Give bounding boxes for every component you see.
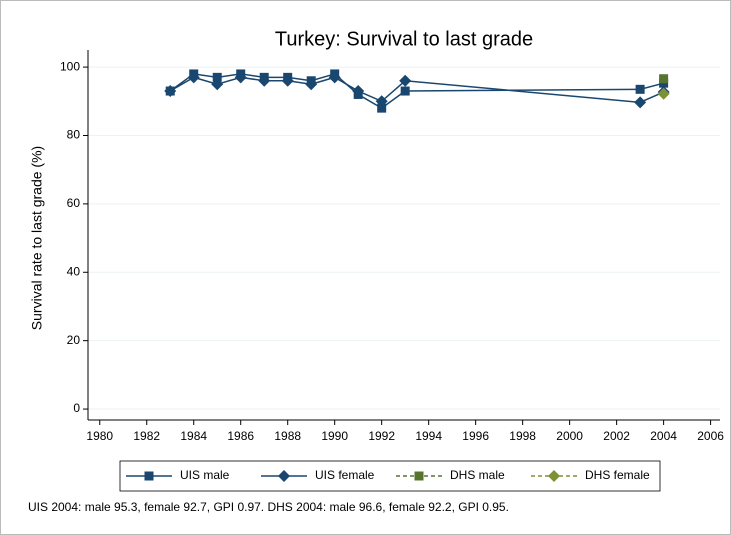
x-tick-label: 1982 <box>133 429 160 443</box>
legend-marker <box>414 471 424 481</box>
data-point <box>258 74 271 87</box>
y-tick-label: 80 <box>67 128 81 142</box>
x-tick-label: 1994 <box>415 429 442 443</box>
chart-title: Turkey: Survival to last grade <box>275 28 533 50</box>
data-point <box>281 74 294 87</box>
y-tick-label: 60 <box>67 196 81 210</box>
legend-marker <box>278 470 290 482</box>
x-tick-label: 2002 <box>603 429 630 443</box>
data-point <box>635 84 645 94</box>
data-point <box>305 78 318 91</box>
x-tick-label: 1986 <box>227 429 254 443</box>
x-tick-label: 1984 <box>180 429 207 443</box>
data-point <box>657 87 670 100</box>
data-point <box>352 85 365 98</box>
data-point <box>328 71 341 84</box>
x-tick-label: 1980 <box>86 429 113 443</box>
data-point <box>164 85 177 98</box>
x-tick-label: 2000 <box>556 429 583 443</box>
x-tick-label: 1996 <box>462 429 489 443</box>
y-tick-label: 20 <box>67 333 81 347</box>
y-tick-label: 40 <box>67 264 81 278</box>
legend-label: UIS male <box>180 468 230 482</box>
data-point <box>377 103 387 113</box>
legend-marker <box>548 470 560 482</box>
x-tick-label: 2006 <box>697 429 724 443</box>
legend-label: UIS female <box>315 468 375 482</box>
x-tick-label: 1992 <box>368 429 395 443</box>
data-point <box>399 74 412 87</box>
data-point <box>400 86 410 96</box>
data-point <box>212 72 222 82</box>
data-point <box>187 71 200 84</box>
note: UIS 2004: male 95.3, female 92.7, GPI 0.… <box>28 500 509 514</box>
x-tick-label: 1990 <box>321 429 348 443</box>
x-tick-label: 2004 <box>650 429 677 443</box>
data-point <box>659 74 669 84</box>
x-tick-label: 1988 <box>274 429 301 443</box>
y-tick-label: 0 <box>73 401 80 415</box>
legend-label: DHS female <box>585 468 650 482</box>
data-point <box>234 71 247 84</box>
data-point <box>634 96 647 109</box>
data-point <box>211 78 224 91</box>
y-axis-label: Survival rate to last grade (%) <box>29 146 45 330</box>
x-tick-label: 1998 <box>509 429 536 443</box>
y-tick-label: 100 <box>60 59 80 73</box>
data-point <box>375 95 388 108</box>
legend-label: DHS male <box>450 468 505 482</box>
legend-marker <box>144 471 154 481</box>
